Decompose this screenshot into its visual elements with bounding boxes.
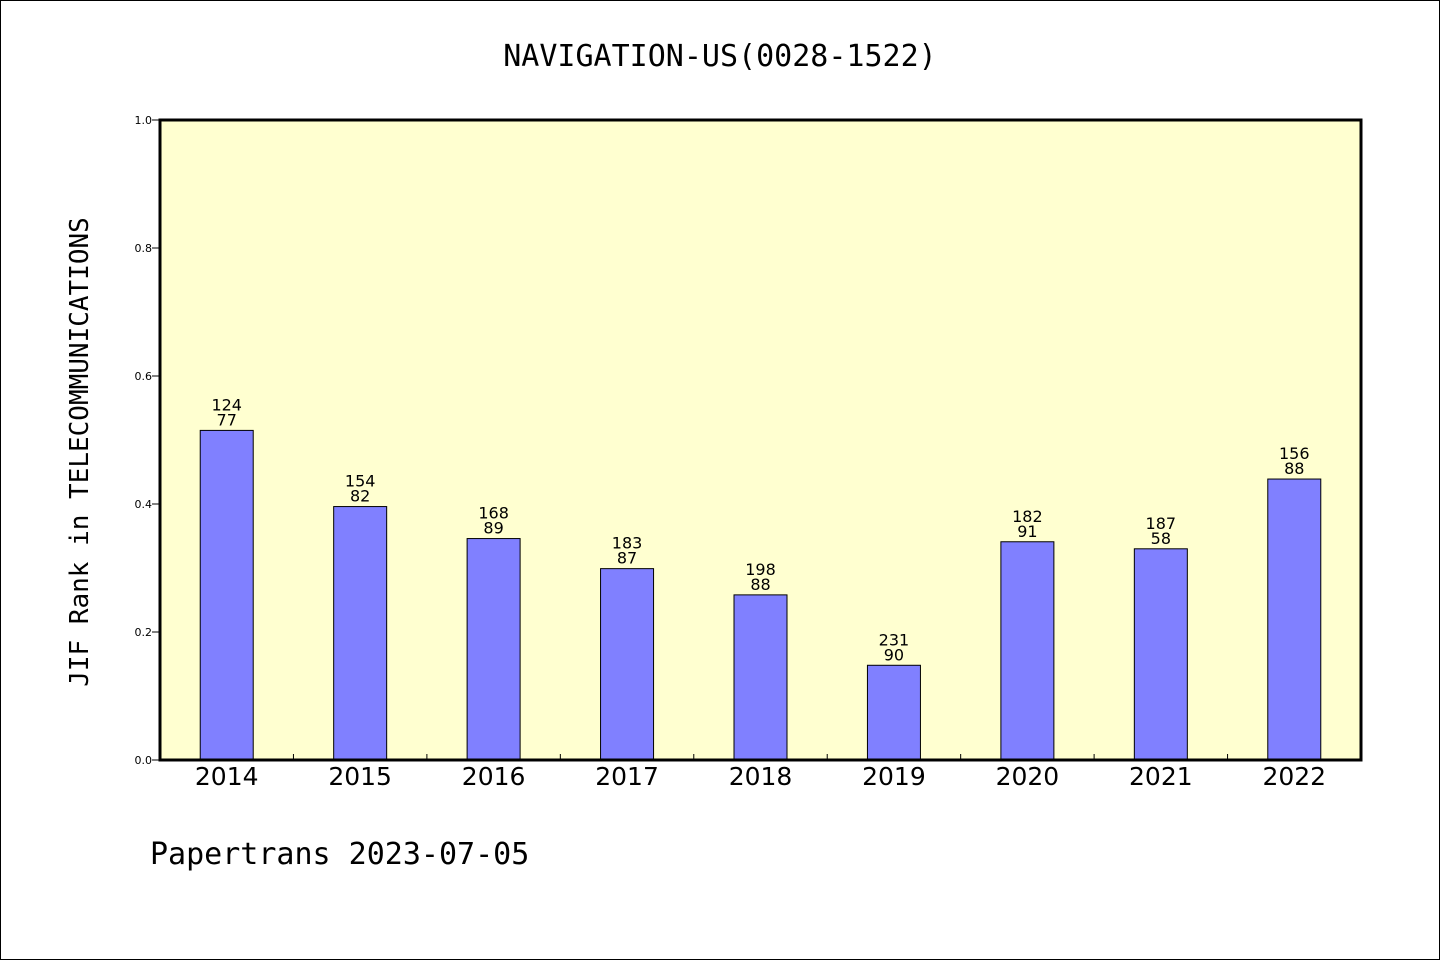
x-tick-label: 2015 — [328, 762, 392, 791]
bar-label-total: 187 — [1146, 514, 1177, 533]
bar-label-rank: 89 — [483, 519, 503, 538]
chart-title: NAVIGATION-US(0028-1522) — [503, 39, 936, 74]
x-tick-label: 2018 — [729, 762, 793, 791]
x-tick-label: 2021 — [1129, 762, 1193, 791]
bar — [1133, 548, 1188, 761]
x-tick-label: 2016 — [462, 762, 526, 791]
bar-label-total: 231 — [879, 630, 910, 649]
y-tick-label: 0.2 — [135, 626, 153, 639]
bar-label-total: 182 — [1012, 507, 1043, 526]
bar-label-rank: 58 — [1151, 529, 1171, 548]
y-axis: 0.0 0.2 0.4 0.6 0.8 1.0 — [135, 114, 160, 767]
x-tick-label: 2017 — [595, 762, 659, 791]
bar-label-rank: 87 — [617, 549, 637, 568]
bar-label-rank: 91 — [1017, 522, 1037, 541]
bar-label-total: 124 — [211, 395, 242, 414]
x-tick-label: 2020 — [996, 762, 1060, 791]
plot-border — [158, 118, 1363, 762]
bar-label-total: 156 — [1279, 444, 1310, 463]
y-tick-label: 0.0 — [135, 754, 153, 767]
y-tick-label: 1.0 — [135, 114, 153, 127]
y-axis-label: JIF Rank in TELECOMMUNICATIONS — [65, 217, 95, 687]
x-tick-label: 2014 — [195, 762, 259, 791]
bar-label-total: 198 — [745, 560, 776, 579]
bar — [466, 538, 521, 761]
x-axis: 2014 2015 2016 2017 2018 2019 2020 2021 2022 — [195, 754, 1326, 791]
bar — [199, 429, 254, 761]
bar — [1267, 478, 1322, 761]
x-tick-label: 2022 — [1262, 762, 1326, 791]
bar — [866, 664, 921, 761]
y-tick-label: 0.6 — [135, 370, 153, 383]
bar-label-rank: 77 — [217, 410, 237, 429]
bar-label-total: 183 — [612, 534, 643, 553]
bar — [600, 568, 655, 761]
x-tick-label: 2019 — [862, 762, 926, 791]
bar-label-total: 168 — [478, 504, 509, 523]
bar — [333, 506, 388, 761]
y-tick-label: 0.8 — [135, 242, 153, 255]
bar-label-rank: 88 — [1284, 459, 1304, 478]
y-tick-label: 0.4 — [135, 498, 153, 511]
bar-label-rank: 82 — [350, 487, 370, 506]
bar — [733, 594, 788, 761]
bar-label-rank: 90 — [884, 645, 904, 664]
bar-label-rank: 88 — [750, 575, 770, 594]
bar — [1000, 541, 1055, 761]
bar-label-total: 154 — [345, 472, 376, 491]
footer-credit: Papertrans 2023-07-05 — [150, 837, 529, 872]
